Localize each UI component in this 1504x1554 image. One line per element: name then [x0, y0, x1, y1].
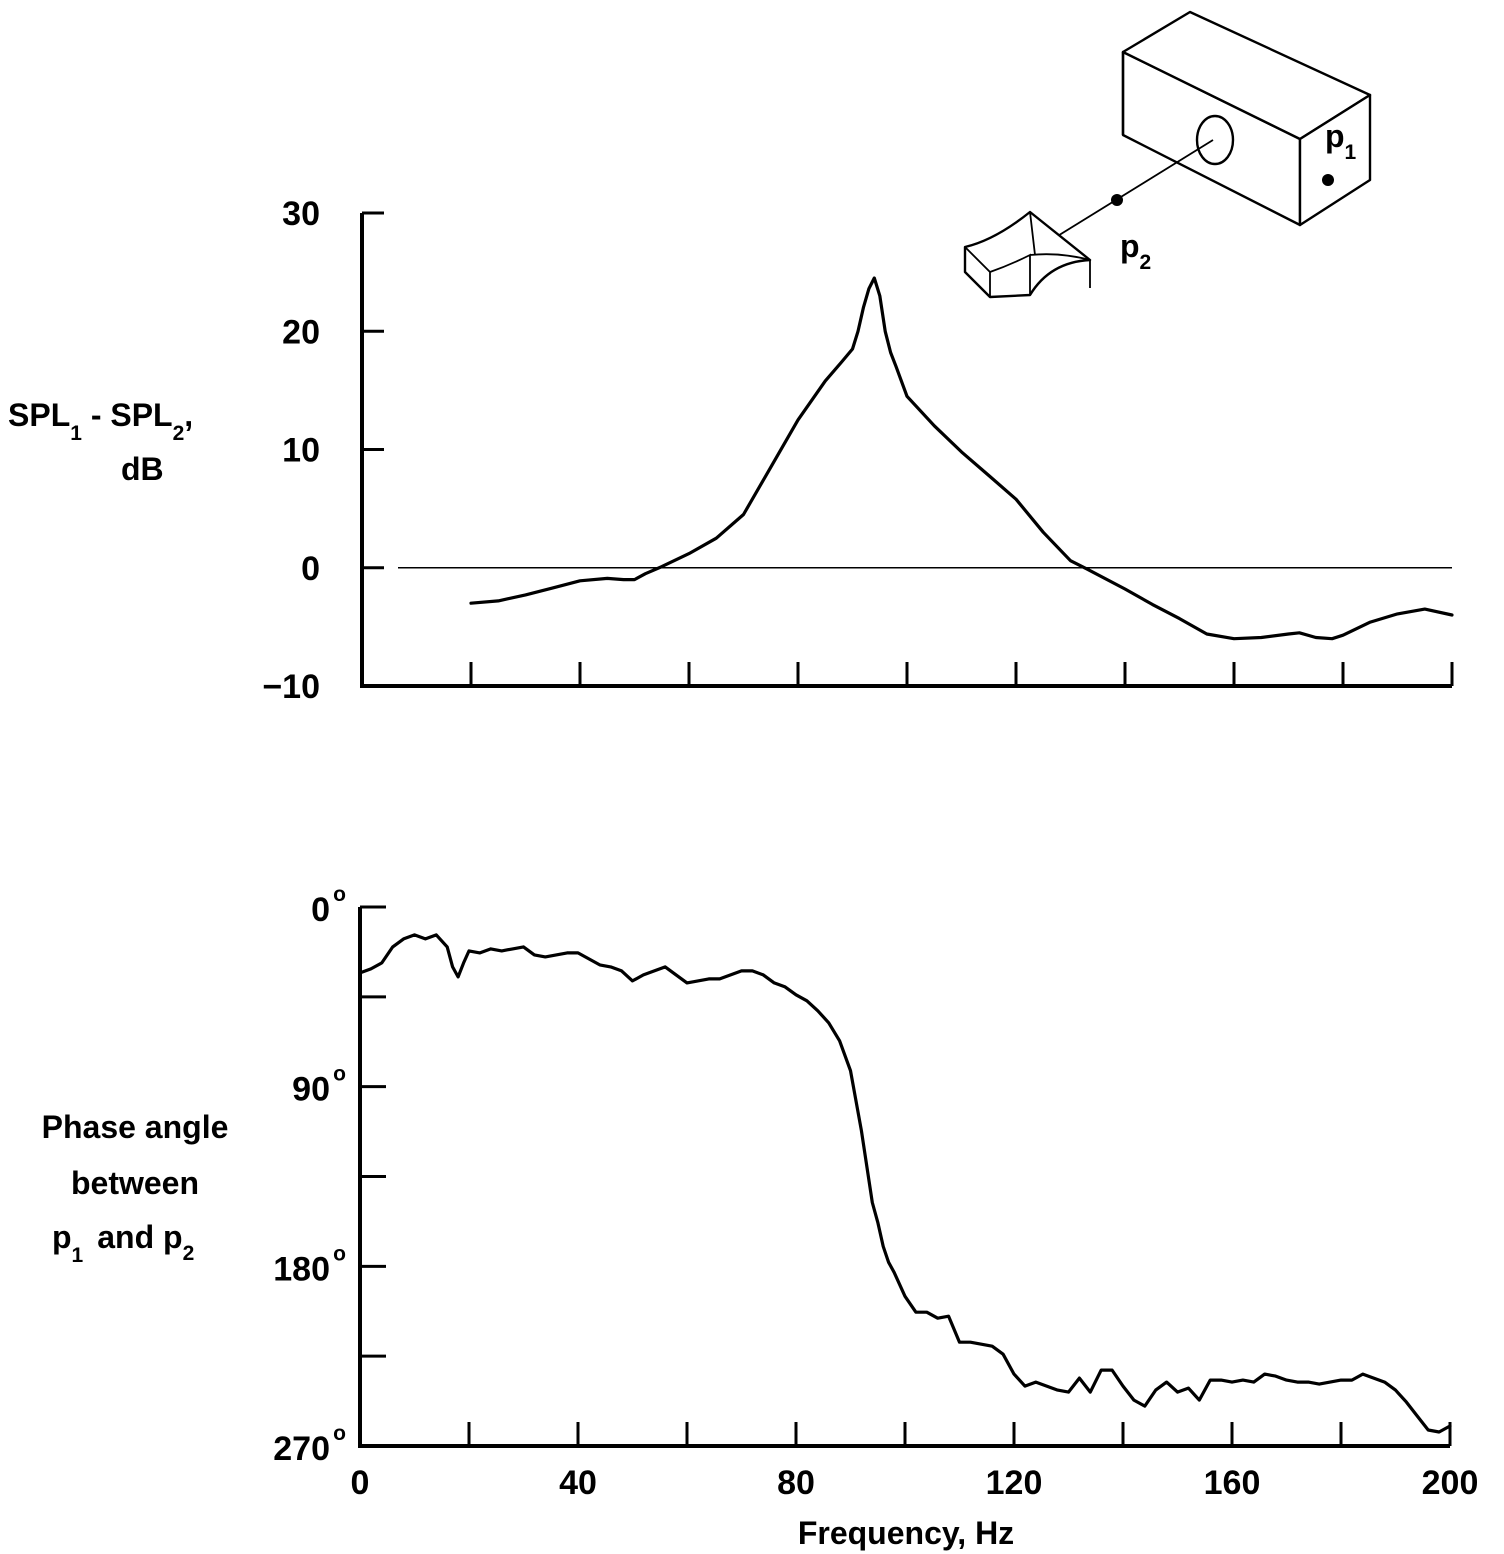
spl-difference-curve — [469, 276, 1454, 641]
degree-symbol: o — [333, 1242, 346, 1265]
p1-measurement-point — [1322, 174, 1334, 186]
x-tick-label: 160 — [1204, 1464, 1261, 1502]
box-port-opening — [1195, 114, 1235, 166]
degree-symbol: o — [333, 1063, 346, 1086]
top-y-axis-unit: dB — [121, 451, 164, 487]
p1-label: p1 — [1325, 118, 1357, 164]
bottom-axes — [358, 907, 1450, 1448]
y-tick-label: −10 — [262, 668, 320, 706]
y-tick-label: 0 — [301, 550, 320, 588]
y-tick-label: 180 — [273, 1250, 330, 1288]
y-tick-label: 10 — [282, 432, 320, 470]
bottom-y-axis-title-line1: Phase angle — [42, 1109, 229, 1145]
degree-symbol: o — [333, 883, 346, 906]
box-end-face — [1298, 93, 1372, 227]
bottom-y-axis-title-line3: p1and p2 — [52, 1219, 194, 1267]
x-axis-title: Frequency, Hz — [798, 1515, 1014, 1551]
phase-angle-curve — [358, 933, 1452, 1434]
x-tick-label: 80 — [777, 1464, 815, 1502]
spl-difference-chart: 30 20 10 0 −10 SPL1 - SPL2, dB — [8, 195, 1454, 706]
y-tick-label: 90 — [292, 1071, 330, 1109]
degree-symbol: o — [333, 1422, 346, 1445]
top-y-ticks: 30 20 10 0 −10 — [262, 195, 384, 706]
x-tick-label: 0 — [351, 1464, 370, 1502]
measurement-axis-line — [1034, 139, 1214, 251]
measurement-setup-illustration: p1 p2 — [963, 10, 1372, 299]
x-tick-label: 40 — [559, 1464, 597, 1502]
y-tick-label: 270 — [273, 1430, 330, 1468]
x-tick-label: 200 — [1422, 1464, 1479, 1502]
bottom-y-axis-title-line2: between — [71, 1165, 199, 1201]
p2-label: p2 — [1120, 228, 1151, 274]
top-y-axis-title: SPL1 - SPL2, — [8, 397, 193, 445]
y-tick-label: 30 — [282, 195, 320, 233]
top-x-ticks — [469, 662, 1454, 686]
bottom-x-ticks: 0 40 80 120 160 200 — [351, 1422, 1479, 1502]
y-tick-label: 20 — [282, 313, 320, 351]
top-axes — [360, 213, 1452, 688]
sound-source-icon — [963, 210, 1092, 299]
p2-measurement-point — [1111, 194, 1123, 206]
x-tick-label: 120 — [986, 1464, 1043, 1502]
y-tick-label: 0 — [311, 891, 330, 929]
